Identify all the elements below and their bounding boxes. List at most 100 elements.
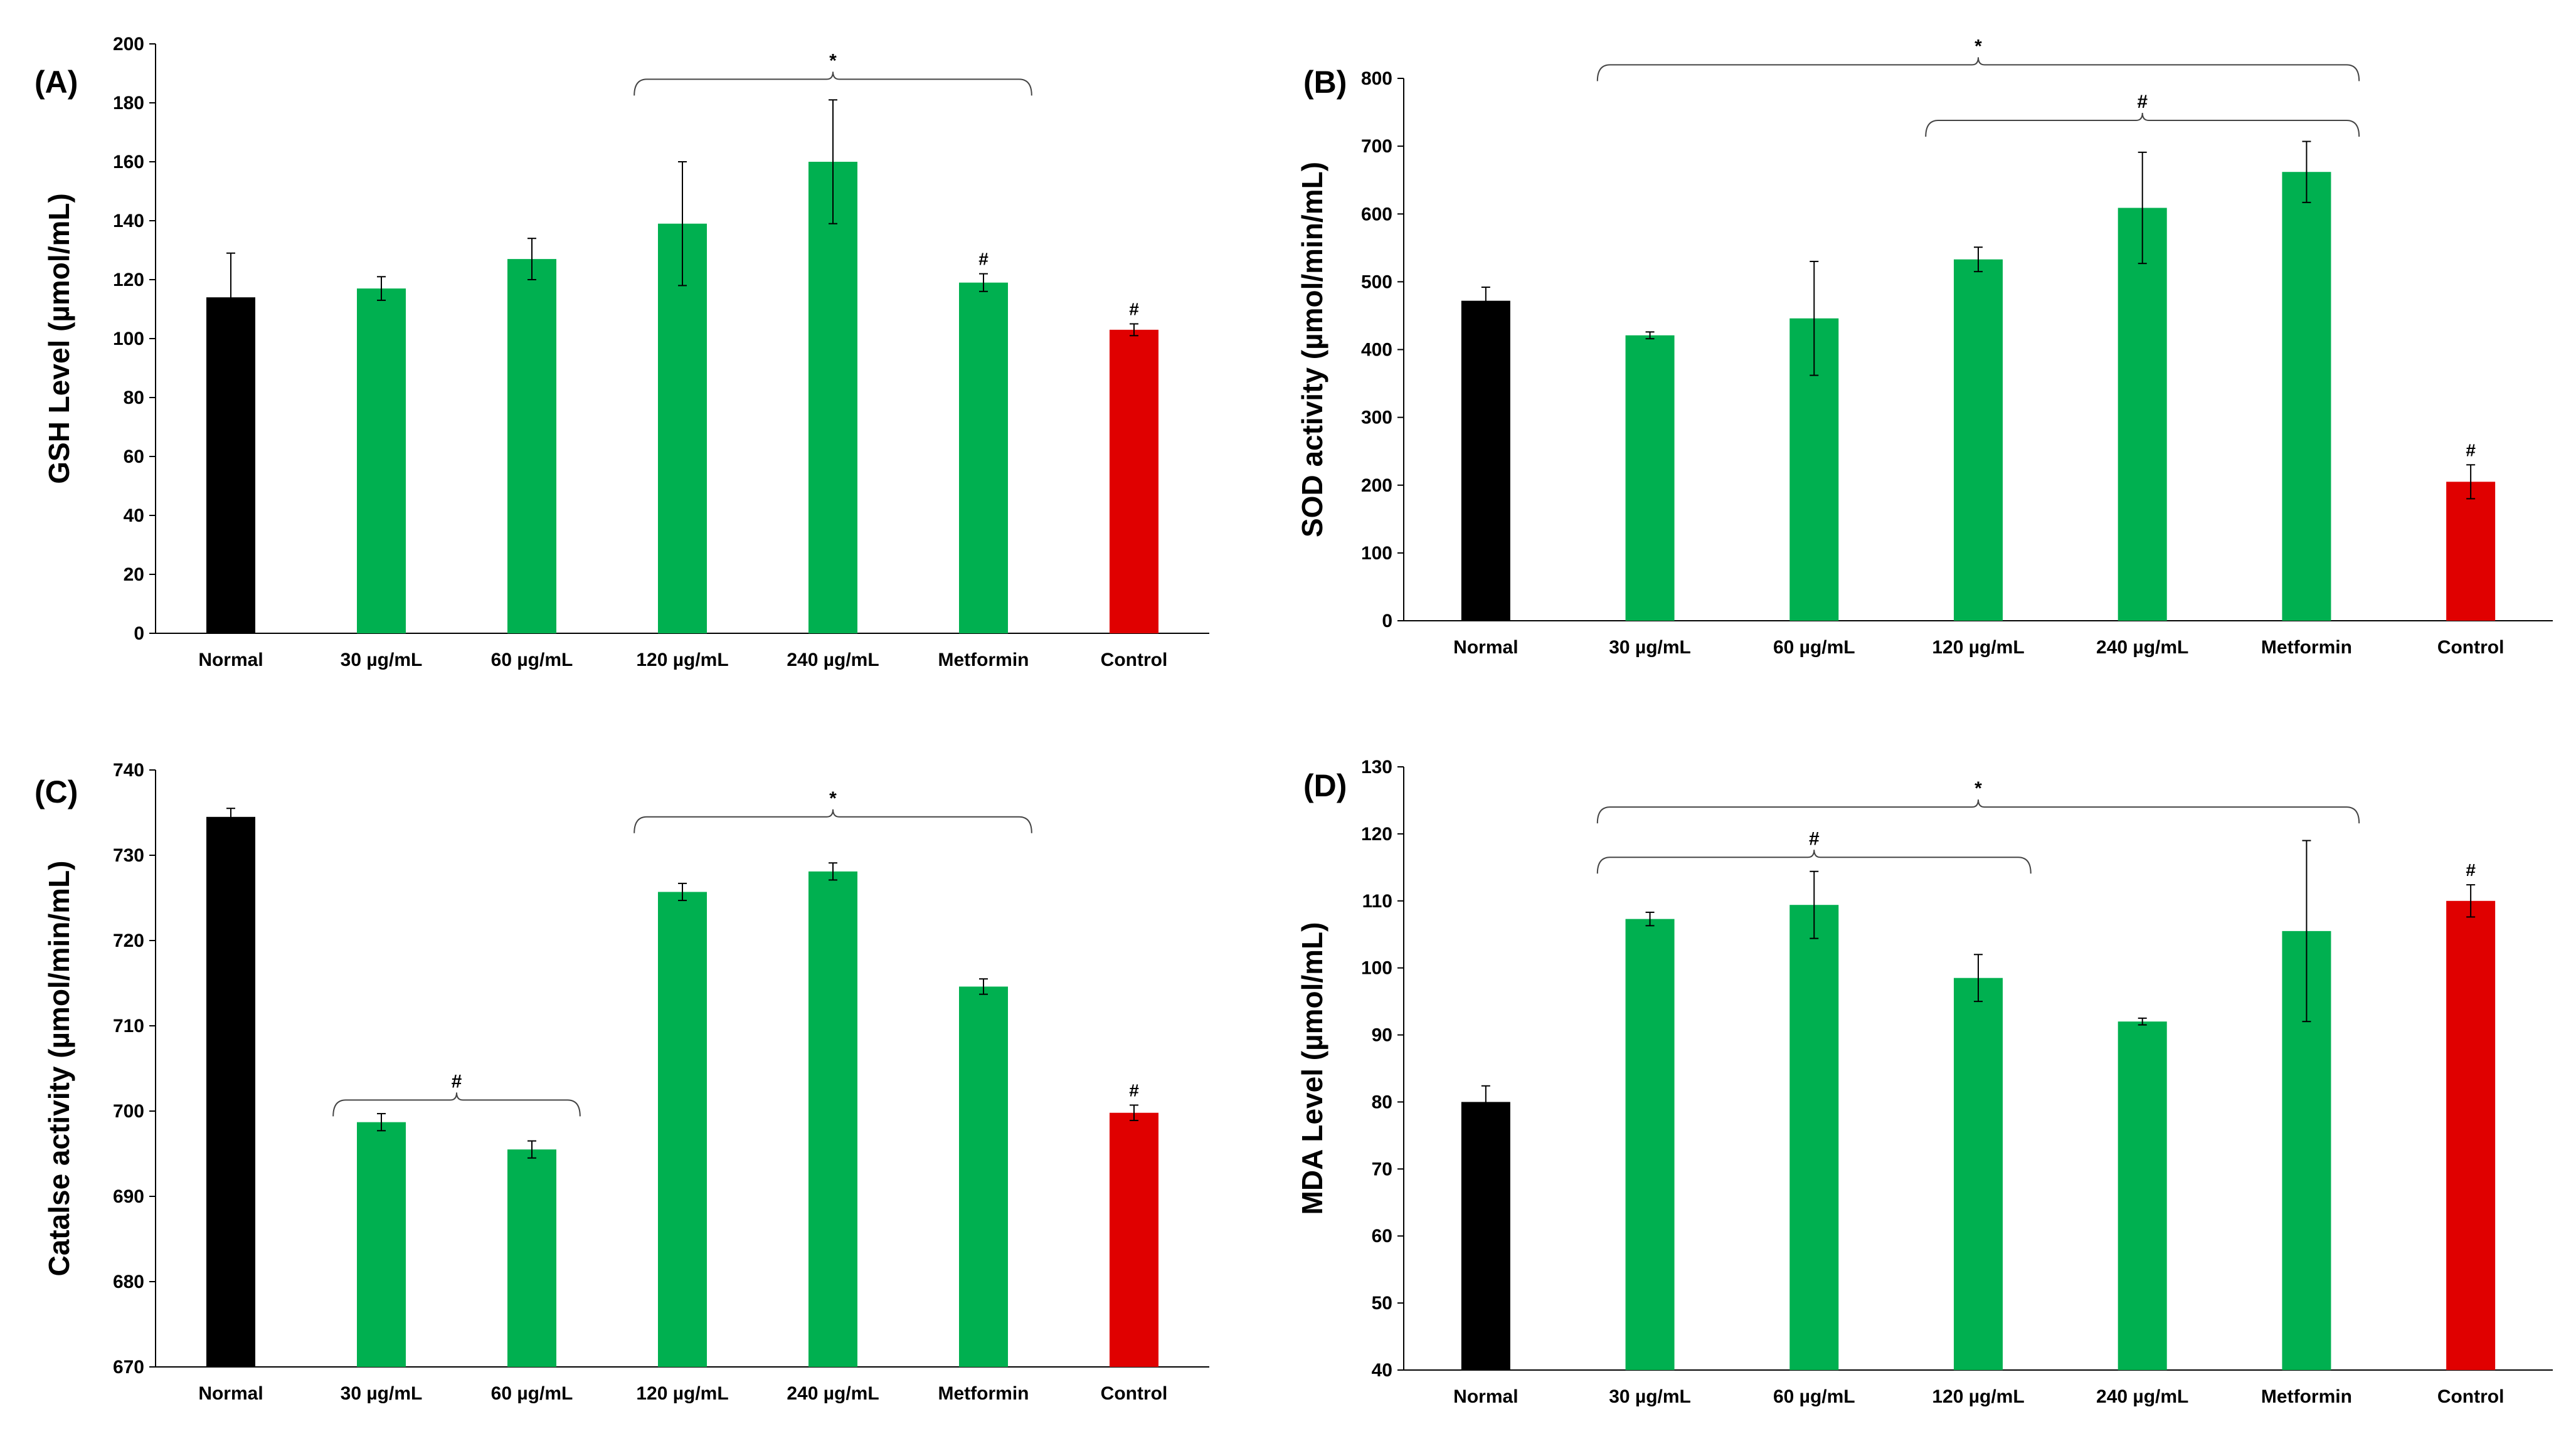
bar-4 <box>658 892 707 1367</box>
x-tick-label: Normal <box>198 1383 263 1404</box>
x-tick-label: 120 µg/mL <box>1932 1386 2024 1407</box>
y-tick-label: 720 <box>113 931 144 951</box>
y-tick-label: 90 <box>1372 1025 1392 1046</box>
bar-6 <box>959 986 1008 1367</box>
y-tick-label: 110 <box>1362 891 1392 912</box>
significance-bracket <box>1596 799 2360 824</box>
panel-d: 40 50 60 70 80 90 100 110 120 130 MDA Level (µmol/… <box>1286 721 2576 1434</box>
y-tick-label: 700 <box>113 1101 144 1122</box>
y-tick-label: 60 <box>124 446 144 467</box>
significance-bracket <box>633 71 1032 96</box>
bar-7 <box>1110 1112 1158 1367</box>
significance-bracket <box>633 809 1032 833</box>
x-tick-label: Normal <box>198 650 263 670</box>
y-tick-label: 20 <box>124 564 144 585</box>
y-tick-label: 100 <box>1361 958 1392 979</box>
bar-3 <box>507 1149 556 1367</box>
x-tick-label: Normal <box>1453 637 1518 658</box>
bar-significance-label: # <box>2466 440 2476 460</box>
y-tick-label: 80 <box>1372 1092 1392 1112</box>
y-tick-label: 40 <box>1372 1360 1392 1381</box>
bar-1 <box>206 297 255 633</box>
y-axis-title: SOD activity (µmol/min/mL) <box>1296 162 1328 537</box>
bracket-significance-label: * <box>1974 36 1982 56</box>
y-tick-label: 200 <box>113 34 144 55</box>
x-tick-label: 240 µg/mL <box>787 650 879 670</box>
x-tick-label: 240 µg/mL <box>2096 637 2188 658</box>
y-tick-label: 740 <box>113 760 144 781</box>
y-tick-label: 670 <box>113 1357 144 1378</box>
y-tick-label: 100 <box>113 329 144 349</box>
significance-bracket <box>1596 850 2032 874</box>
x-tick-label: Control <box>1101 650 1168 670</box>
bar-7 <box>2446 900 2496 1370</box>
x-tick-label: Metformin <box>938 1383 1029 1404</box>
significance-bracket <box>332 1092 581 1117</box>
chart-a: 0 20 40 60 80 100 120 140 160 180 200 GSH Level (µm… <box>34 34 1209 670</box>
y-tick-label: 100 <box>1361 543 1392 564</box>
bracket-significance-label: * <box>829 788 837 809</box>
x-tick-label: Metformin <box>2261 637 2352 658</box>
y-tick-label: 160 <box>113 152 144 172</box>
x-tick-label: 30 µg/mL <box>341 1383 423 1404</box>
bar-5 <box>2118 1021 2167 1370</box>
bar-5 <box>2118 208 2167 621</box>
panel-label: (B) <box>1303 65 1347 100</box>
y-tick-label: 200 <box>1361 475 1392 496</box>
y-axis-title: Catalse activity (µmol/min/mL) <box>43 860 75 1276</box>
x-tick-label: Control <box>2437 637 2504 658</box>
y-tick-label: 120 <box>1361 824 1392 845</box>
y-tick-label: 700 <box>1361 136 1392 157</box>
bar-4 <box>658 223 707 633</box>
chart-d: 40 50 60 70 80 90 100 110 120 130 MDA Level (µmol/… <box>1296 757 2553 1407</box>
significance-bracket <box>1925 113 2360 137</box>
bar-5 <box>808 162 857 633</box>
panel-label: (A) <box>34 65 78 100</box>
y-tick-label: 680 <box>113 1272 144 1292</box>
bar-7 <box>2446 482 2496 621</box>
bar-2 <box>357 288 406 634</box>
x-tick-label: Metformin <box>938 650 1029 670</box>
bar-significance-label: # <box>1129 300 1139 319</box>
chart-c: 670 680 690 700 710 720 730 740 Catalse activity… <box>34 760 1209 1404</box>
y-tick-label: 730 <box>113 845 144 866</box>
panel-a: 0 20 40 60 80 100 120 140 160 180 200 GSH Level (µm… <box>0 0 1286 721</box>
bar-significance-label: # <box>1129 1080 1139 1100</box>
y-tick-label: 300 <box>1361 408 1392 428</box>
x-tick-label: 240 µg/mL <box>2096 1386 2188 1407</box>
bar-2 <box>1625 335 1675 621</box>
x-tick-label: 120 µg/mL <box>636 1383 728 1404</box>
x-tick-label: Metformin <box>2261 1386 2352 1407</box>
x-tick-label: 120 µg/mL <box>1932 637 2024 658</box>
x-tick-label: 60 µg/mL <box>1773 637 1855 658</box>
x-tick-label: Control <box>1101 1383 1168 1404</box>
bar-significance-label: # <box>2466 860 2476 880</box>
y-tick-label: 690 <box>113 1186 144 1207</box>
y-tick-label: 0 <box>1382 611 1392 631</box>
panel-label: (D) <box>1303 768 1347 803</box>
y-axis-title: GSH Level (µmol/mL) <box>43 193 75 484</box>
x-tick-label: 120 µg/mL <box>636 650 728 670</box>
bar-6 <box>2282 172 2331 621</box>
y-tick-label: 120 <box>113 270 144 290</box>
panel-b: 0 100 200 300 400 500 600 700 800 SOD activity (µ… <box>1286 0 2576 721</box>
x-tick-label: Normal <box>1453 1386 1518 1407</box>
y-tick-label: 600 <box>1361 204 1392 224</box>
bar-3 <box>507 259 556 634</box>
panel-label: (C) <box>34 774 78 809</box>
y-tick-label: 0 <box>134 623 144 644</box>
x-tick-label: 30 µg/mL <box>1609 1386 1691 1407</box>
y-tick-label: 500 <box>1361 272 1392 292</box>
bar-significance-label: # <box>978 250 989 269</box>
bar-2 <box>1625 919 1675 1370</box>
bar-7 <box>1110 329 1158 633</box>
y-tick-label: 400 <box>1361 340 1392 361</box>
bar-1 <box>1461 1102 1510 1370</box>
y-tick-label: 140 <box>113 211 144 231</box>
y-tick-label: 70 <box>1372 1159 1392 1179</box>
bar-4 <box>1954 259 2003 621</box>
bracket-significance-label: # <box>452 1071 462 1092</box>
x-tick-label: 240 µg/mL <box>787 1383 879 1404</box>
y-tick-label: 800 <box>1361 68 1392 89</box>
bracket-significance-label: # <box>2137 92 2148 112</box>
